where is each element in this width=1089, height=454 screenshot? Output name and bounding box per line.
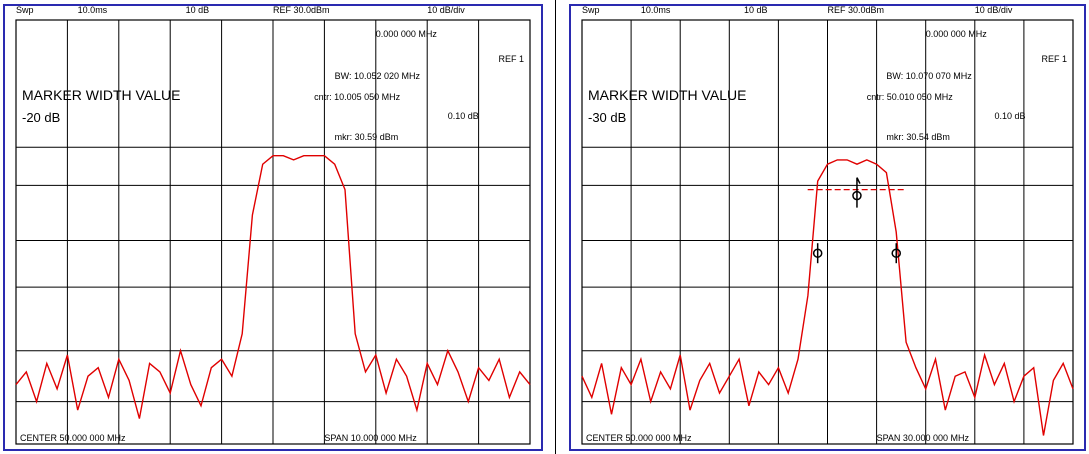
center-marker-arrow xyxy=(856,177,861,208)
header-reference: REF 30.0dBm xyxy=(273,5,330,15)
readout-frequency: 0.000 000 MHz xyxy=(926,29,988,39)
annotation-level: -20 dB xyxy=(22,110,60,125)
chart-right: Swp 10.0ms 10 dB REF 30.0dBm 10 dB/div 0.000 … xyxy=(569,4,1086,451)
readout-delta: 0.10 dB xyxy=(448,111,479,121)
header-sweep: Swp xyxy=(16,5,34,15)
chart-panel-right: Swp 10.0ms 10 dB REF 30.0dBm 10 dB/div 0.000 … xyxy=(566,0,1089,454)
readout-ref-label: REF 1 xyxy=(498,54,524,64)
chart-left: Swp 10.0ms 10 dB REF 30.0dBm 10 dB/div 0.000 … xyxy=(3,4,543,451)
readout-center: cntr: 50.010 050 MHz xyxy=(867,92,954,102)
readout-marker: mkr: 30.54 dBm xyxy=(886,132,950,142)
chart-border xyxy=(569,4,1086,451)
header-time: 10.0ms xyxy=(78,5,108,15)
annotation-title: MARKER WIDTH VALUE xyxy=(22,87,180,103)
readout-center: cntr: 10.005 050 MHz xyxy=(314,92,401,102)
annotation-level: -30 dB xyxy=(588,110,626,125)
footer-span: SPAN 30.000 000 MHz xyxy=(877,433,970,443)
spectrum-trace xyxy=(15,155,531,419)
footer-span: SPAN 10.000 000 MHz xyxy=(324,433,417,443)
annotation-title: MARKER WIDTH VALUE xyxy=(588,87,746,103)
readout-delta: 0.10 dB xyxy=(994,111,1025,121)
panel-divider xyxy=(555,0,556,454)
readout-marker: mkr: 30.59 dBm xyxy=(335,132,399,142)
readout-ref-label: REF 1 xyxy=(1041,54,1067,64)
header-attenuation: 10 dB xyxy=(744,5,768,15)
header-sweep: Swp xyxy=(582,5,600,15)
center-marker xyxy=(852,190,862,201)
header-scale: 10 dB/div xyxy=(975,5,1013,15)
footer-center: CENTER 50.000 000 MHz xyxy=(586,433,692,443)
header-time: 10.0ms xyxy=(641,5,671,15)
header-scale: 10 dB/div xyxy=(427,5,465,15)
marker-right xyxy=(891,248,901,258)
header-reference: REF 30.0dBm xyxy=(828,5,885,15)
readout-bandwidth: BW: 10.052 020 MHz xyxy=(335,71,421,81)
spectrum-trace xyxy=(581,159,1074,436)
readout-bandwidth: BW: 10.070 070 MHz xyxy=(886,71,972,81)
chart-border xyxy=(3,4,543,451)
readout-frequency: 0.000 000 MHz xyxy=(376,29,438,39)
footer-center: CENTER 50.000 000 MHz xyxy=(20,433,126,443)
header-attenuation: 10 dB xyxy=(186,5,210,15)
chart-panel-left: Swp 10.0ms 10 dB REF 30.0dBm 10 dB/div 0.000 … xyxy=(3,4,543,451)
marker-left xyxy=(812,248,823,258)
